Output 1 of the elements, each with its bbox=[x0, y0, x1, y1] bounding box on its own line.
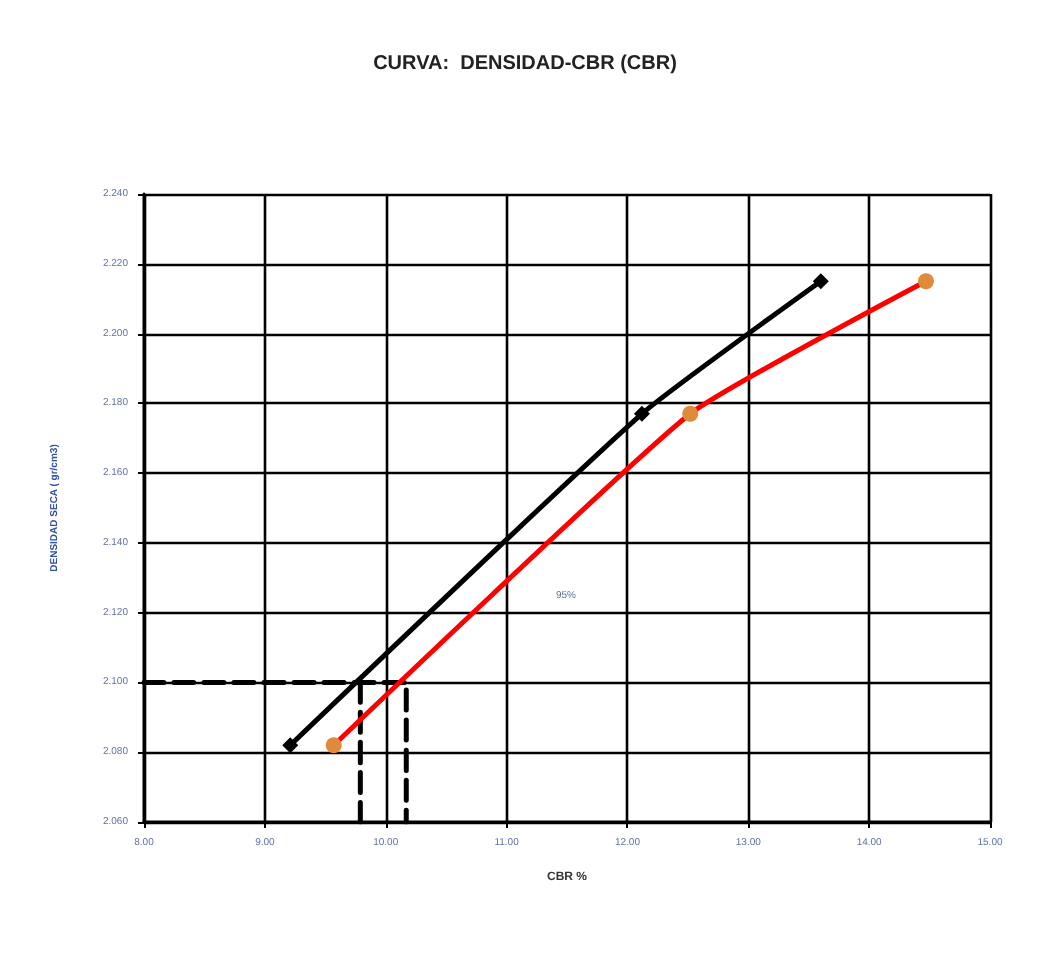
chart-title: CURVA: DENSIDAD-CBR (CBR) bbox=[373, 53, 677, 75]
